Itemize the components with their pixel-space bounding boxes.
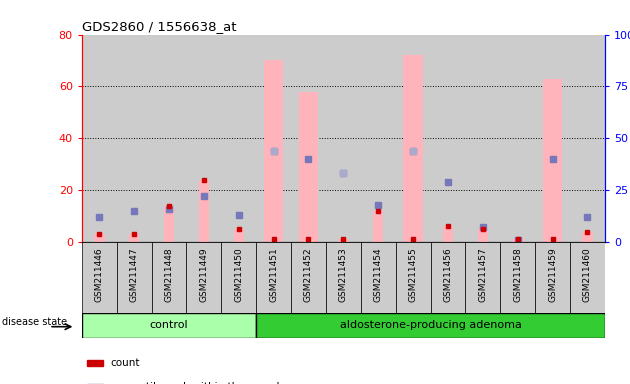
Bar <box>256 35 291 242</box>
Bar <box>117 35 152 242</box>
Bar <box>373 211 384 242</box>
Bar <box>408 239 418 242</box>
Text: GSM211448: GSM211448 <box>164 248 173 302</box>
Bar <box>82 313 256 338</box>
Bar <box>361 35 396 242</box>
Bar <box>512 239 523 242</box>
Bar <box>396 35 430 242</box>
Text: control: control <box>150 320 188 331</box>
Bar <box>466 35 500 242</box>
Bar <box>430 242 466 313</box>
Bar <box>570 35 605 242</box>
Bar <box>299 92 318 242</box>
Text: GSM211449: GSM211449 <box>200 248 209 302</box>
Bar <box>338 239 348 242</box>
Text: GSM211446: GSM211446 <box>95 248 104 302</box>
Text: GSM211447: GSM211447 <box>130 248 139 302</box>
Text: GSM211459: GSM211459 <box>548 248 557 302</box>
Text: GSM211454: GSM211454 <box>374 248 382 302</box>
Text: aldosterone-producing adenoma: aldosterone-producing adenoma <box>340 320 522 331</box>
Text: count: count <box>110 358 140 367</box>
Bar <box>198 180 209 242</box>
Bar <box>361 242 396 313</box>
Bar <box>268 239 279 242</box>
Bar <box>582 232 593 242</box>
Bar <box>129 234 139 242</box>
Bar <box>547 239 558 242</box>
Bar <box>186 242 221 313</box>
Text: percentile rank within the sample: percentile rank within the sample <box>110 382 286 384</box>
Bar <box>221 242 256 313</box>
Bar <box>82 35 117 242</box>
Bar <box>234 229 244 242</box>
Bar <box>164 206 175 242</box>
Bar <box>186 35 221 242</box>
Text: GSM211453: GSM211453 <box>339 248 348 302</box>
Bar <box>303 239 314 242</box>
Bar <box>152 242 186 313</box>
Text: GSM211457: GSM211457 <box>478 248 487 302</box>
Bar <box>430 35 466 242</box>
Text: GSM211460: GSM211460 <box>583 248 592 302</box>
Bar <box>256 313 605 338</box>
Text: GSM211450: GSM211450 <box>234 248 243 302</box>
Bar <box>500 242 535 313</box>
Text: GSM211452: GSM211452 <box>304 248 313 302</box>
Bar <box>291 35 326 242</box>
Bar <box>443 227 453 242</box>
Bar <box>570 242 605 313</box>
Bar <box>256 242 291 313</box>
Bar <box>500 35 535 242</box>
Bar <box>326 242 361 313</box>
Text: GSM211458: GSM211458 <box>513 248 522 302</box>
Bar <box>264 61 284 242</box>
Text: GSM211456: GSM211456 <box>444 248 452 302</box>
Text: disease state: disease state <box>2 318 67 328</box>
Bar <box>326 35 361 242</box>
Bar <box>152 35 186 242</box>
Bar <box>291 242 326 313</box>
Text: GSM211451: GSM211451 <box>269 248 278 302</box>
Bar <box>466 242 500 313</box>
Bar <box>117 242 152 313</box>
Bar <box>543 79 562 242</box>
Bar <box>403 55 423 242</box>
Bar <box>221 35 256 242</box>
Bar <box>478 229 488 242</box>
Bar <box>94 234 105 242</box>
Bar <box>82 242 117 313</box>
Text: GSM211455: GSM211455 <box>409 248 418 302</box>
Bar <box>535 242 570 313</box>
Bar <box>396 242 430 313</box>
Text: GDS2860 / 1556638_at: GDS2860 / 1556638_at <box>82 20 236 33</box>
Bar <box>535 35 570 242</box>
Bar <box>88 359 103 366</box>
